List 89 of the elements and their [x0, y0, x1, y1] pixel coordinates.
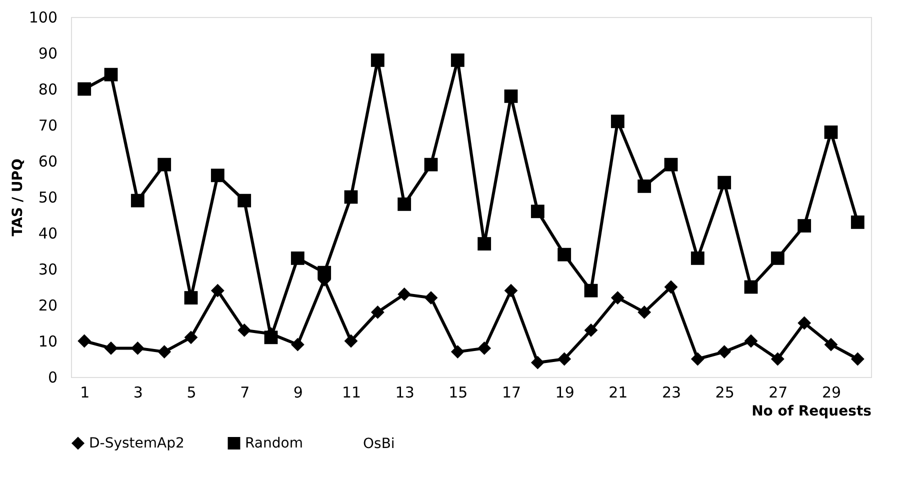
point	[744, 280, 758, 294]
point	[824, 125, 838, 139]
x-tick-label: 27	[768, 384, 788, 402]
point	[584, 284, 598, 298]
point	[584, 323, 598, 337]
point	[264, 330, 278, 344]
point	[290, 338, 304, 352]
point	[638, 179, 652, 193]
point	[478, 237, 492, 251]
point	[370, 53, 384, 67]
point	[184, 330, 198, 344]
point	[158, 158, 172, 172]
point	[398, 287, 412, 301]
point	[770, 352, 784, 366]
point	[504, 284, 518, 298]
y-tick-label: 100	[28, 8, 58, 26]
point	[238, 323, 252, 337]
point	[238, 194, 252, 208]
y-tick-label: 60	[38, 152, 58, 170]
point	[798, 219, 812, 233]
point	[398, 197, 412, 211]
point	[718, 176, 732, 190]
point	[104, 68, 118, 82]
point	[504, 89, 518, 103]
point	[744, 334, 758, 348]
text: OsBi	[363, 436, 395, 452]
y-tick-label: 90	[38, 44, 58, 62]
point	[770, 251, 784, 265]
point	[478, 341, 492, 355]
y-tick-label: 10	[38, 332, 58, 350]
y-tick-label: 50	[38, 188, 58, 206]
point	[158, 345, 172, 359]
x-tick-label: 5	[186, 384, 196, 402]
point	[850, 215, 864, 229]
point	[344, 190, 358, 204]
x-tick-label: 13	[395, 384, 414, 402]
point	[344, 334, 358, 348]
x-tick-label: 11	[342, 384, 362, 402]
point	[610, 291, 624, 305]
x-tick-label: 17	[502, 384, 522, 402]
point	[424, 291, 438, 305]
point	[558, 352, 572, 366]
point	[318, 266, 332, 280]
x-axis-title: No of Requests	[752, 404, 872, 420]
point	[184, 291, 198, 305]
point	[104, 341, 118, 355]
point	[664, 280, 678, 294]
point	[690, 352, 704, 366]
legend-label: D-SystemAp2	[89, 435, 184, 452]
point	[638, 305, 652, 319]
point	[210, 168, 224, 182]
point	[424, 158, 438, 172]
y-axis-title: TAS / UPQ	[10, 158, 26, 236]
x-tick-label: 9	[293, 384, 303, 402]
y-tick-label: 0	[48, 368, 58, 386]
point	[824, 338, 838, 352]
point	[610, 114, 624, 128]
point	[558, 248, 572, 262]
point	[210, 284, 224, 298]
point	[690, 251, 704, 265]
x-tick-label: 19	[555, 384, 574, 402]
point	[370, 305, 384, 319]
x-tick-label: 3	[133, 384, 143, 402]
y-tick-label: 70	[38, 116, 58, 134]
point	[718, 345, 732, 359]
x-tick-label: 1	[80, 384, 90, 402]
point	[78, 334, 92, 348]
point	[78, 82, 92, 96]
legend-label: Random	[245, 435, 303, 452]
point	[130, 341, 144, 355]
point	[450, 53, 464, 67]
x-tick-label: 25	[715, 384, 734, 402]
point	[130, 194, 144, 208]
y-tick-label: 40	[38, 224, 58, 242]
point	[450, 345, 464, 359]
x-tick-label: 29	[822, 384, 842, 402]
y-tick-label: 20	[38, 296, 58, 314]
y-tick-label: 80	[38, 80, 58, 98]
point	[798, 316, 812, 330]
x-tick-label: 15	[448, 384, 468, 402]
point	[530, 356, 544, 370]
point	[530, 204, 544, 218]
x-tick-label: 21	[608, 384, 628, 402]
x-tick-label: 23	[662, 384, 682, 402]
point	[290, 251, 304, 265]
point	[850, 352, 864, 366]
x-tick-label: 7	[240, 384, 250, 402]
y-tick-label: 30	[38, 260, 58, 278]
point	[664, 158, 678, 172]
